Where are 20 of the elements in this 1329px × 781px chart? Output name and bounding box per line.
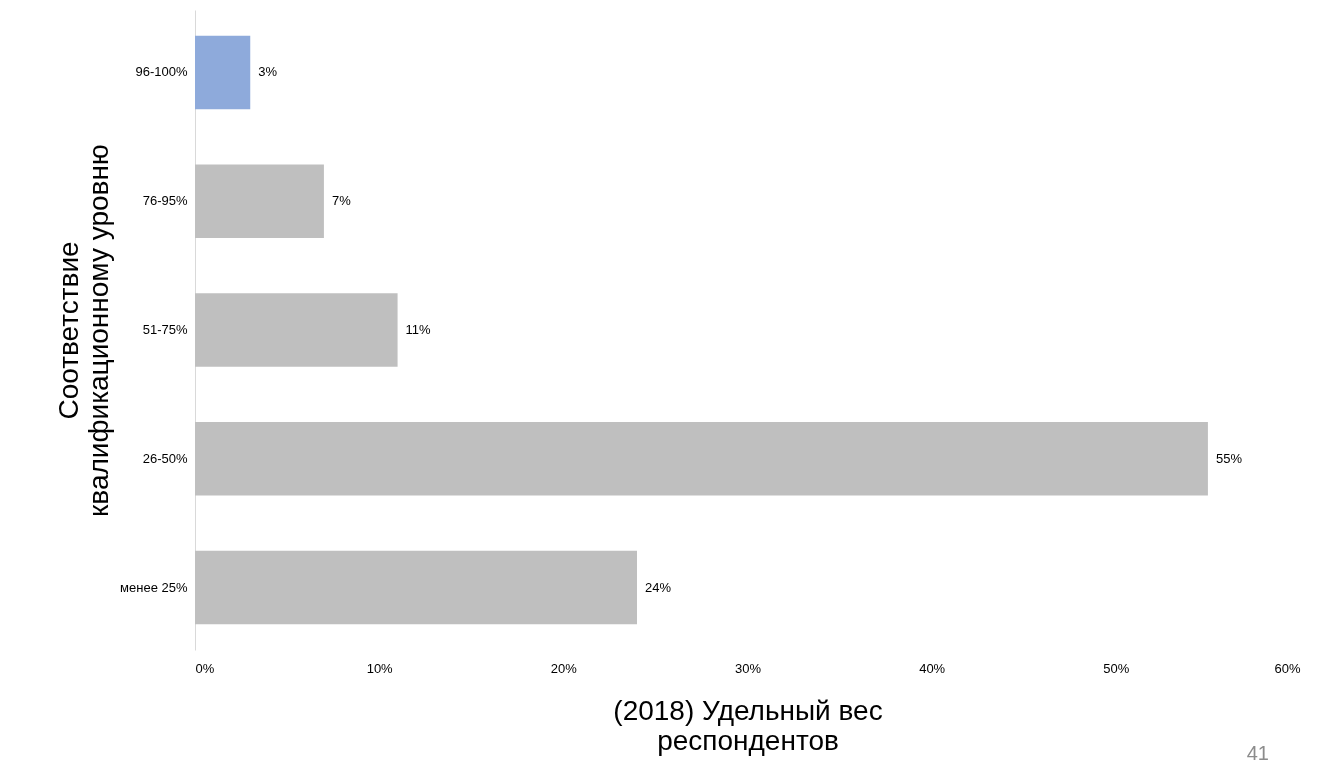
y-tick-label: 96-100% <box>135 64 188 80</box>
x-tick-label: 10% <box>366 660 394 676</box>
x-tick-label: 50% <box>1103 660 1130 676</box>
y-tick-label: 76-95% <box>142 193 188 209</box>
x-tick-label: 20% <box>550 660 578 676</box>
x-tick-label: 30% <box>734 660 762 676</box>
y-tick-label: менее 25% <box>120 579 188 595</box>
data-label: 55% <box>1215 450 1243 466</box>
y-tick-label: 26-50% <box>142 450 188 466</box>
data-label: 7% <box>331 193 352 209</box>
text: 41 <box>1246 742 1269 765</box>
x-axis-title: (2018) Удельный вес респондентов <box>613 694 883 756</box>
x-tick-label: 40% <box>919 660 946 676</box>
x-tick-label: 60% <box>1274 660 1301 676</box>
data-label: 24% <box>645 579 672 595</box>
data-label: 11% <box>405 322 432 337</box>
y-axis-title: Соответствие квалификационному уровню <box>53 144 115 517</box>
data-label: 3% <box>258 64 278 80</box>
x-tick-label: 0% <box>195 660 215 676</box>
y-tick-label: 51-75% <box>142 322 188 337</box>
